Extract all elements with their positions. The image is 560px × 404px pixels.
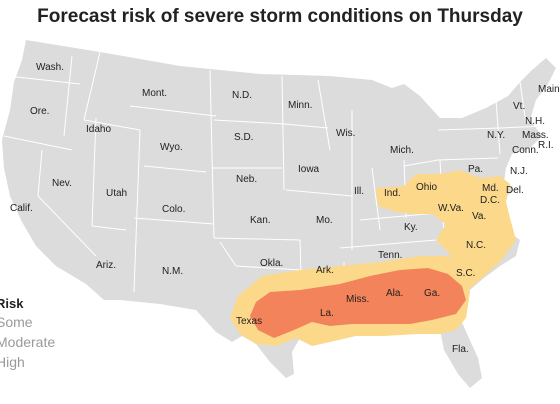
legend-label-moderate: Moderate <box>0 334 56 350</box>
legend-item-moderate: Moderate <box>0 332 55 352</box>
state-label-va: Va. <box>472 211 486 222</box>
state-label-ny: N.Y. <box>487 130 505 141</box>
legend-label-some: Some <box>0 314 33 330</box>
state-label-nd: N.D. <box>232 90 252 101</box>
state-label-la: La. <box>320 308 334 319</box>
state-label-ark: Ark. <box>316 265 334 276</box>
some-risk-zone-east <box>376 170 516 290</box>
state-label-nm: N.M. <box>162 266 183 277</box>
state-label-wva: W.Va. <box>438 203 464 214</box>
state-label-ohio: Ohio <box>416 182 438 193</box>
state-label-del: Del. <box>506 185 524 196</box>
state-label-okla: Okla. <box>260 258 283 269</box>
map-title: Forecast risk of severe storm conditions… <box>37 6 523 27</box>
legend-item-high: High <box>0 352 55 372</box>
legend-title: Risk <box>0 296 24 311</box>
state-label-wis: Wis. <box>336 128 355 139</box>
state-label-conn: Conn. <box>512 145 539 156</box>
state-label-ga: Ga. <box>424 288 440 299</box>
state-labels: Wash. Ore. Idaho Mont. N.D. Minn. Wis. M… <box>10 62 560 355</box>
risk-legend: Risk Some Moderate High <box>0 296 55 372</box>
state-label-sc: S.C. <box>456 268 475 279</box>
state-label-minn: Minn. <box>288 100 312 111</box>
legend-item-some: Some <box>0 312 55 332</box>
state-label-ore: Ore. <box>30 106 49 117</box>
state-label-vt: Vt. <box>513 101 525 112</box>
state-label-nj: N.J. <box>510 166 528 177</box>
state-label-ind: Ind. <box>384 188 401 199</box>
state-label-kan: Kan. <box>250 215 271 226</box>
state-label-nev: Nev. <box>52 178 72 189</box>
legend-label-high: High <box>0 354 25 370</box>
state-label-tenn: Tenn. <box>378 250 402 261</box>
state-label-calif: Calif. <box>10 203 33 214</box>
state-label-neb: Neb. <box>236 174 257 185</box>
state-label-wyo: Wyo. <box>160 142 183 153</box>
state-label-nh: N.H. <box>525 116 545 127</box>
state-borders <box>3 51 547 327</box>
state-label-ri: R.I. <box>538 140 554 151</box>
state-label-mont: Mont. <box>142 88 167 99</box>
state-label-ky: Ky. <box>404 222 418 233</box>
state-label-ala: Ala. <box>386 288 403 299</box>
state-label-dc: D.C. <box>480 195 500 206</box>
state-label-idaho: Idaho <box>86 124 111 135</box>
state-label-miss: Miss. <box>346 294 369 305</box>
state-label-maine: Maine <box>538 84 560 95</box>
state-label-mo: Mo. <box>316 215 333 226</box>
state-label-texas: Texas <box>236 316 262 327</box>
state-label-fla: Fla. <box>452 344 469 355</box>
state-label-ariz: Ariz. <box>96 260 116 271</box>
state-label-nc: N.C. <box>466 240 486 251</box>
state-label-mass: Mass. <box>522 130 549 141</box>
state-label-iowa: Iowa <box>298 164 320 175</box>
state-label-sd: S.D. <box>234 132 253 143</box>
state-label-pa: Pa. <box>468 164 483 175</box>
state-label-ill: Ill. <box>354 186 364 197</box>
state-label-md: Md. <box>482 183 499 194</box>
state-label-colo: Colo. <box>162 204 185 215</box>
state-label-wash: Wash. <box>36 62 64 73</box>
state-label-utah: Utah <box>106 188 127 199</box>
state-label-mich: Mich. <box>390 145 414 156</box>
high-risk-zone <box>250 268 466 338</box>
